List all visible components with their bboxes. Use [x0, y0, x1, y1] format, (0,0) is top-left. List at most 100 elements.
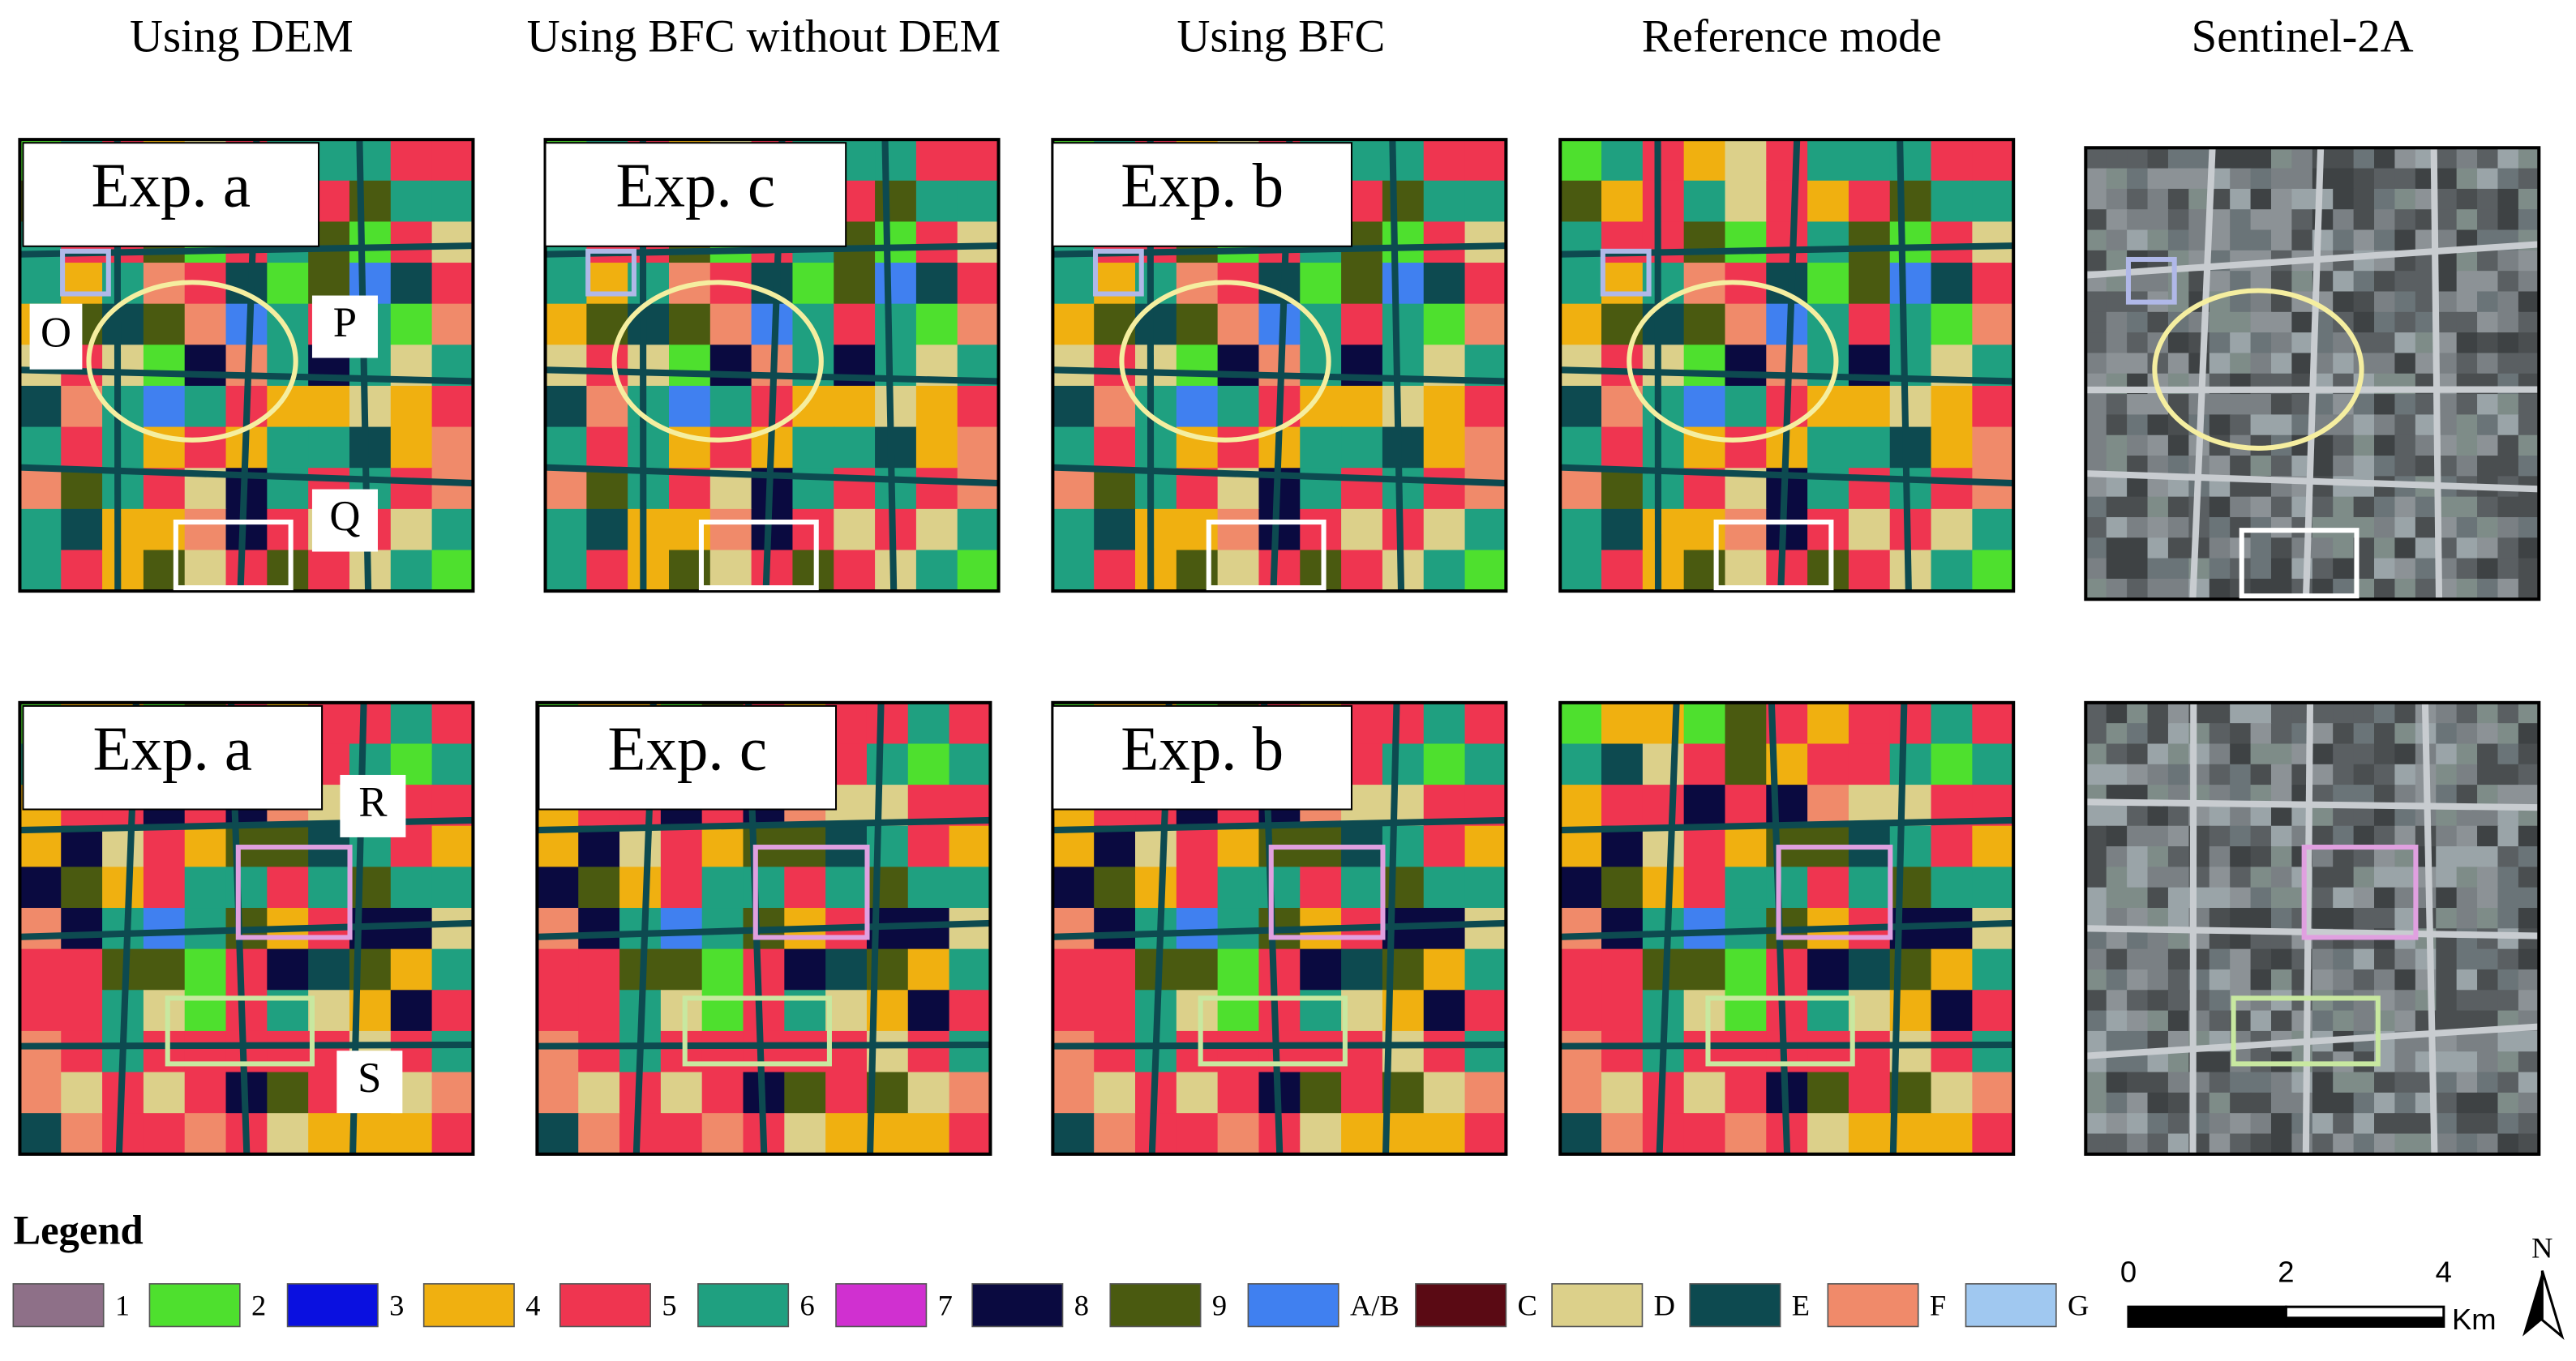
land-block	[1094, 426, 1137, 469]
image-block	[2477, 1051, 2499, 1073]
image-block	[2106, 990, 2128, 1012]
image-block	[2394, 578, 2417, 600]
road	[537, 919, 991, 940]
annotation-label: Q	[329, 493, 360, 540]
image-block	[2147, 578, 2170, 600]
land-block	[1464, 1113, 1507, 1154]
image-block	[2374, 846, 2396, 868]
image-block	[2106, 414, 2128, 436]
image-block	[2127, 887, 2149, 909]
land-block	[784, 867, 827, 909]
land-block	[1560, 948, 1603, 991]
land-block	[907, 908, 950, 950]
land-block	[1848, 139, 1891, 182]
image-block	[2250, 414, 2273, 436]
image-block	[2497, 250, 2520, 272]
image-block	[2085, 825, 2107, 848]
image-block	[2374, 908, 2396, 930]
green-box	[1705, 995, 1855, 1067]
label-box	[22, 704, 324, 811]
land-block	[1423, 825, 1466, 868]
image-block	[2333, 558, 2355, 580]
land-block	[1642, 303, 1685, 346]
land-block	[834, 508, 877, 551]
annotation-label: O	[41, 309, 71, 356]
land-block	[545, 385, 588, 428]
image-block	[2394, 456, 2417, 477]
land-block	[308, 1113, 351, 1154]
image-block	[2456, 537, 2479, 559]
image-block	[2477, 271, 2499, 293]
land-block	[308, 426, 351, 469]
image-block	[2353, 908, 2376, 930]
land-block	[628, 426, 671, 469]
image-block	[2230, 908, 2252, 930]
land-block	[1382, 702, 1425, 745]
land-block	[1601, 468, 1644, 511]
image-block	[2250, 764, 2273, 786]
image-block	[2518, 578, 2540, 600]
image-block	[2106, 496, 2128, 519]
land-block	[1464, 426, 1507, 469]
image-block	[2230, 168, 2252, 190]
land-block	[949, 825, 991, 868]
road	[537, 1041, 991, 1050]
scale-bar: 0 2 4 Km	[2120, 1255, 2497, 1336]
land-block	[1217, 385, 1260, 428]
road	[1897, 139, 1912, 592]
image-block	[2394, 188, 2417, 211]
land-block	[1972, 948, 2014, 991]
land-block	[1094, 867, 1137, 909]
image-block	[2333, 764, 2355, 786]
land-block	[1931, 908, 1974, 950]
image-block	[2497, 1051, 2520, 1073]
land-block	[701, 867, 744, 909]
image-block	[2436, 743, 2458, 766]
image-block	[2270, 990, 2293, 1012]
image-block	[2085, 188, 2107, 211]
land-block	[1300, 550, 1343, 592]
image-block	[2436, 764, 2458, 786]
image-block	[2353, 188, 2376, 211]
land-block	[1807, 948, 1850, 991]
image-block	[2456, 496, 2479, 519]
image-block	[2394, 887, 2417, 909]
image-block	[2374, 456, 2396, 477]
image-block	[2106, 825, 2128, 848]
land-block	[1972, 825, 2014, 868]
land-block	[660, 1030, 703, 1073]
annotation-box	[311, 295, 378, 358]
image-block	[2085, 1092, 2107, 1115]
image-block	[2436, 332, 2458, 354]
image-block	[2333, 168, 2355, 190]
land-block	[1725, 303, 1768, 346]
image-block	[2353, 168, 2376, 190]
land-block	[19, 508, 62, 551]
image-block	[2456, 1072, 2479, 1094]
image-block	[2518, 764, 2540, 786]
road	[1560, 816, 2014, 834]
image-block	[2209, 537, 2231, 559]
image-block	[2230, 948, 2252, 971]
image-block	[2518, 846, 2540, 868]
image-block	[2374, 948, 2396, 971]
image-block	[2353, 764, 2376, 786]
label-box	[544, 142, 847, 247]
image-block	[2147, 743, 2170, 766]
land-block	[1135, 550, 1178, 592]
image-block	[2147, 229, 2170, 252]
land-block	[1423, 550, 1466, 592]
land-block	[660, 1113, 703, 1154]
land-block	[1464, 180, 1507, 223]
land-block	[1889, 702, 1932, 745]
land-block	[225, 508, 268, 551]
image-block	[2477, 723, 2499, 745]
image-block	[2230, 702, 2252, 725]
land-block	[1807, 263, 1850, 305]
land-block	[1725, 426, 1768, 469]
image-block	[2127, 1113, 2149, 1135]
land-block	[1848, 221, 1891, 264]
land-block	[1889, 180, 1932, 223]
land-block	[949, 1072, 991, 1115]
classification-map	[1052, 139, 1507, 592]
